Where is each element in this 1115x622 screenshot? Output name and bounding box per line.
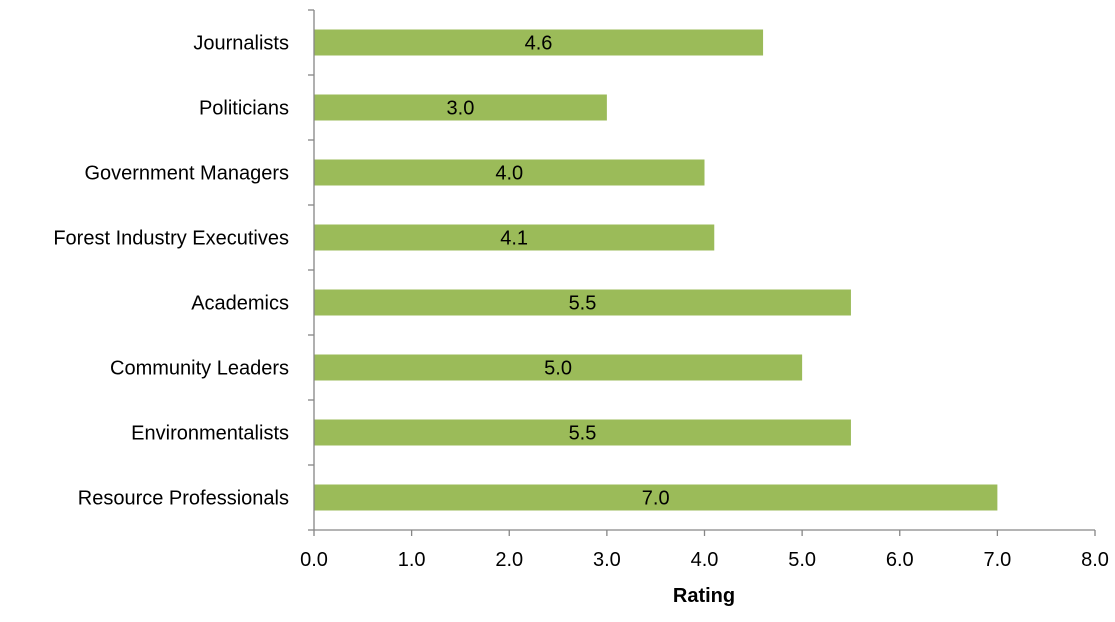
bars-layer: [314, 29, 998, 511]
data-label: 7.0: [642, 488, 670, 510]
bar-academics: [314, 289, 851, 316]
x-tick-label: 1.0: [398, 549, 426, 571]
data-label: 3.0: [447, 98, 475, 120]
category-labels-layer: Journalists Politicians Government Manager…: [53, 33, 289, 510]
x-tick-label: 4.0: [691, 549, 719, 571]
bar-politicians: [314, 94, 607, 121]
x-tick-label: 8.0: [1081, 549, 1109, 571]
data-label: 4.6: [525, 33, 553, 55]
category-label: Journalists: [193, 33, 289, 55]
category-label: Government Managers: [84, 163, 289, 185]
bar-resource-professionals: [314, 484, 998, 511]
x-tick-label: 5.0: [788, 549, 816, 571]
x-tick-label: 7.0: [983, 549, 1011, 571]
x-axis-title: Rating: [673, 585, 735, 607]
x-tick-label: 6.0: [886, 549, 914, 571]
data-label: 4.0: [495, 163, 523, 185]
category-label: Politicians: [199, 98, 289, 120]
tick-labels-layer: 0.0 1.0 2.0 3.0 4.0 5.0 6.0 7.0 8.0: [300, 549, 1109, 571]
category-label: Academics: [191, 293, 289, 315]
category-label: Forest Industry Executives: [53, 228, 289, 250]
bar-forest-industry-executives: [314, 224, 715, 251]
data-labels-layer: 4.6 3.0 4.0 4.1 5.5 5.0 5.5 7.0: [447, 33, 670, 510]
data-label: 4.1: [500, 228, 528, 250]
category-label: Environmentalists: [131, 423, 289, 445]
axes-layer: [308, 9, 1096, 536]
bar-journalists: [314, 29, 764, 56]
data-label: 5.5: [569, 423, 597, 445]
category-label: Resource Professionals: [78, 488, 289, 510]
x-tick-label: 0.0: [300, 549, 328, 571]
data-label: 5.5: [569, 293, 597, 315]
category-label: Community Leaders: [110, 358, 289, 380]
x-tick-label: 2.0: [495, 549, 523, 571]
bar-community-leaders: [314, 354, 803, 381]
bar-government-managers: [314, 159, 705, 186]
bar-environmentalists: [314, 419, 851, 446]
data-label: 5.0: [544, 358, 572, 380]
x-tick-label: 3.0: [593, 549, 621, 571]
